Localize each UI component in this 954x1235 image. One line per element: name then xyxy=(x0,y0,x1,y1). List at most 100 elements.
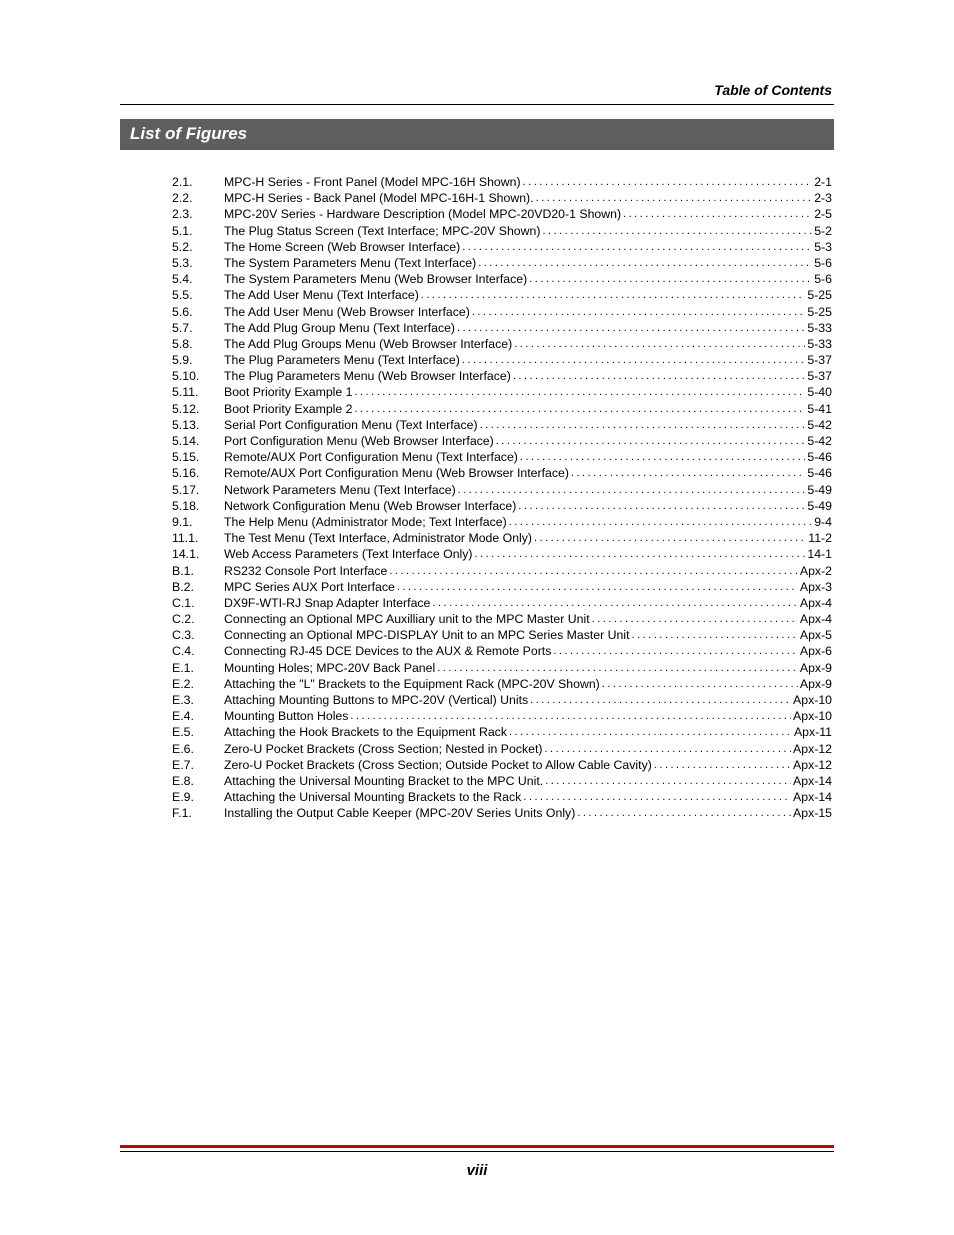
leader-dots xyxy=(600,679,798,690)
figure-title: The Add User Menu (Text Interface) xyxy=(224,289,419,301)
page-number: viii xyxy=(120,1162,834,1179)
figure-number: E.6. xyxy=(172,743,224,755)
figure-title: Mounting Button Holes xyxy=(224,710,348,722)
leader-dots xyxy=(621,209,812,220)
figure-number: 5.5. xyxy=(172,289,224,301)
figure-title: MPC Series AUX Port Interface xyxy=(224,581,395,593)
footer-rule-black xyxy=(120,1151,834,1152)
figure-number: E.3. xyxy=(172,694,224,706)
figure-page: 11-2 xyxy=(806,532,832,544)
leader-dots xyxy=(353,387,806,398)
figure-title: MPC-20V Series - Hardware Description (M… xyxy=(224,208,621,220)
figure-number: 5.10. xyxy=(172,370,224,382)
figure-number: 5.15. xyxy=(172,451,224,463)
document-page: Table of Contents List of Figures 2.1.MP… xyxy=(0,0,954,1235)
figure-title: Connecting RJ-45 DCE Devices to the AUX … xyxy=(224,645,551,657)
figure-number: 5.11. xyxy=(172,386,224,398)
figure-title: The Add Plug Group Menu (Text Interface) xyxy=(224,322,455,334)
figure-entry: 5.11.Boot Priority Example 1 5-40 xyxy=(172,386,832,399)
figure-number: 5.14. xyxy=(172,435,224,447)
figure-number: 5.1. xyxy=(172,225,224,237)
leader-dots xyxy=(569,468,805,479)
figure-title: The Test Menu (Text Interface, Administr… xyxy=(224,532,532,544)
figure-entry: E.6.Zero-U Pocket Brackets (Cross Sectio… xyxy=(172,743,832,756)
figure-page: Apx-12 xyxy=(791,759,832,771)
figure-entry: 5.18.Network Configuration Menu (Web Bro… xyxy=(172,500,832,513)
figure-entry: F.1.Installing the Output Cable Keeper (… xyxy=(172,807,832,820)
figure-title: Remote/AUX Port Configuration Menu (Web … xyxy=(224,467,569,479)
figure-entry: 5.10.The Plug Parameters Menu (Web Brows… xyxy=(172,370,832,383)
figure-page: 5-46 xyxy=(805,451,832,463)
figure-title: Zero-U Pocket Brackets (Cross Section; N… xyxy=(224,743,542,755)
figure-page: 5-6 xyxy=(812,273,832,285)
figure-number: 5.17. xyxy=(172,484,224,496)
figure-entry: 2.2.MPC-H Series - Back Panel (Model MPC… xyxy=(172,192,832,205)
figure-page: 2-5 xyxy=(812,208,832,220)
figure-number: 11.1. xyxy=(172,532,224,544)
figure-page: 5-49 xyxy=(805,500,832,512)
figure-entry: 5.15.Remote/AUX Port Configuration Menu … xyxy=(172,451,832,464)
leader-dots xyxy=(435,663,798,674)
figure-title: MPC-H Series - Back Panel (Model MPC-16H… xyxy=(224,192,534,204)
figure-title: Attaching Mounting Buttons to MPC-20V (V… xyxy=(224,694,528,706)
figure-page: Apx-5 xyxy=(798,629,832,641)
figure-title: Network Configuration Menu (Web Browser … xyxy=(224,500,516,512)
figure-number: 5.7. xyxy=(172,322,224,334)
leader-dots xyxy=(473,549,806,560)
figure-number: 2.1. xyxy=(172,176,224,188)
figure-number: B.1. xyxy=(172,565,224,577)
figure-number: E.8. xyxy=(172,775,224,787)
figure-title: Connecting an Optional MPC Auxilliary un… xyxy=(224,613,590,625)
leader-dots xyxy=(532,533,806,544)
figure-title: The Add User Menu (Web Browser Interface… xyxy=(224,306,470,318)
figure-entry: 11.1.The Test Menu (Text Interface, Admi… xyxy=(172,532,832,545)
figure-page: 5-37 xyxy=(805,354,832,366)
footer-rule-red xyxy=(120,1145,834,1148)
figure-entry: E.7.Zero-U Pocket Brackets (Cross Sectio… xyxy=(172,759,832,772)
figure-page: Apx-2 xyxy=(798,565,832,577)
figure-number: 2.3. xyxy=(172,208,224,220)
figure-page: Apx-9 xyxy=(798,678,832,690)
figure-title: The Help Menu (Administrator Mode; Text … xyxy=(224,516,507,528)
figure-number: 5.3. xyxy=(172,257,224,269)
figure-entry: 5.7.The Add Plug Group Menu (Text Interf… xyxy=(172,322,832,335)
figure-page: 5-3 xyxy=(812,241,832,253)
figure-number: F.1. xyxy=(172,807,224,819)
leader-dots xyxy=(521,177,813,188)
leader-dots xyxy=(527,274,812,285)
figure-entry: 2.3.MPC-20V Series - Hardware Descriptio… xyxy=(172,208,832,221)
figure-title: Mounting Holes; MPC-20V Back Panel xyxy=(224,662,435,674)
leader-dots xyxy=(353,404,806,415)
figure-entry: C.2.Connecting an Optional MPC Auxilliar… xyxy=(172,613,832,626)
figure-title: Boot Priority Example 1 xyxy=(224,386,353,398)
figure-page: Apx-14 xyxy=(791,775,832,787)
figures-list: 2.1.MPC-H Series - Front Panel (Model MP… xyxy=(120,176,834,820)
figure-entry: 5.9.The Plug Parameters Menu (Text Inter… xyxy=(172,354,832,367)
leader-dots xyxy=(460,242,812,253)
leader-dots xyxy=(387,566,798,577)
figure-entry: E.3.Attaching Mounting Buttons to MPC-20… xyxy=(172,694,832,707)
header-rule xyxy=(120,104,834,105)
figure-page: 5-37 xyxy=(805,370,832,382)
figure-number: 14.1. xyxy=(172,548,224,560)
figure-number: 5.9. xyxy=(172,354,224,366)
figure-number: E.5. xyxy=(172,726,224,738)
figure-entry: E.1.Mounting Holes; MPC-20V Back Panel A… xyxy=(172,662,832,675)
leader-dots xyxy=(652,760,791,771)
figure-entry: C.1.DX9F-WTI-RJ Snap Adapter Interface A… xyxy=(172,597,832,610)
running-header: Table of Contents xyxy=(120,82,834,104)
figure-title: Installing the Output Cable Keeper (MPC-… xyxy=(224,807,575,819)
figure-page: 5-25 xyxy=(805,289,832,301)
figure-page: Apx-4 xyxy=(798,613,832,625)
figure-title: Attaching the "L" Brackets to the Equipm… xyxy=(224,678,600,690)
leader-dots xyxy=(419,290,806,301)
figure-number: E.4. xyxy=(172,710,224,722)
leader-dots xyxy=(478,420,806,431)
leader-dots xyxy=(543,776,791,787)
figure-number: E.2. xyxy=(172,678,224,690)
figure-entry: 5.17.Network Parameters Menu (Text Inter… xyxy=(172,484,832,497)
figure-entry: 9.1.The Help Menu (Administrator Mode; T… xyxy=(172,516,832,529)
figure-title: The Add Plug Groups Menu (Web Browser In… xyxy=(224,338,512,350)
figure-number: 5.4. xyxy=(172,273,224,285)
figure-page: 14-1 xyxy=(805,548,832,560)
